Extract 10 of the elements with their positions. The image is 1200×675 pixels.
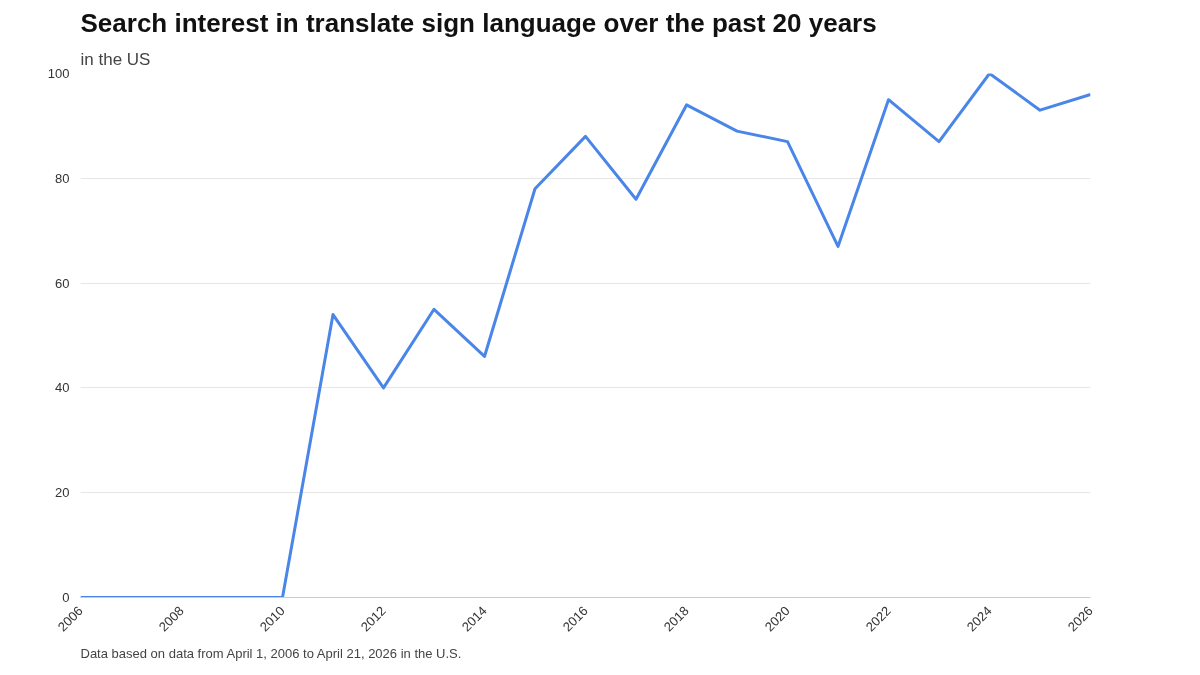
- y-tick-label: 100: [47, 66, 70, 81]
- y-tick-label: 0: [62, 590, 70, 605]
- chart-title: Search interest in translate sign language over the past 20 years: [80, 7, 877, 38]
- y-tick-label: 60: [55, 275, 70, 291]
- line-series: [80, 73, 1091, 598]
- text: Data based on data from April 1, 2006 to April 21, 2026 in the U.S.: [80, 645, 462, 661]
- y-tick-label: 40: [55, 380, 70, 396]
- y-tick-label: 80: [55, 170, 70, 186]
- chart-subtitle: in the US: [80, 49, 151, 69]
- y-tick-label: 20: [55, 485, 70, 501]
